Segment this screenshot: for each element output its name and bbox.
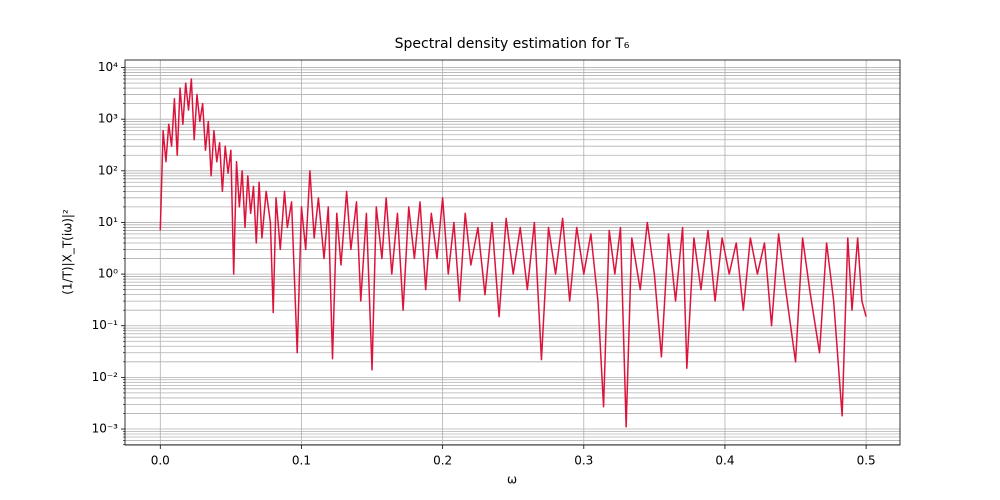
- x-tick-label: 0.0: [151, 454, 170, 468]
- chart-title: Spectral density estimation for T₆: [395, 36, 630, 52]
- series-line: [159, 78, 867, 428]
- y-tick-label: 10⁰: [98, 267, 118, 281]
- y-tick-label: 10⁻³: [92, 422, 119, 436]
- x-tick-label: 0.1: [292, 454, 311, 468]
- x-tick-label: 0.4: [715, 454, 734, 468]
- y-tick-label: 10³: [98, 112, 118, 126]
- x-tick-label: 0.5: [857, 454, 876, 468]
- y-tick-label: 10²: [98, 163, 118, 177]
- x-tick-label: 0.3: [574, 454, 593, 468]
- y-tick-label: 10⁻²: [92, 370, 119, 384]
- y-axis-label: (1/T)|X_T(iω)|²: [61, 209, 75, 295]
- y-tick-label: 10⁻¹: [92, 318, 119, 332]
- axes-frame: [124, 59, 901, 446]
- x-axis-label: ω: [507, 473, 517, 487]
- y-tick-label: 10⁴: [98, 60, 118, 74]
- x-tick-label: 0.2: [433, 454, 452, 468]
- y-tick-label: 10¹: [98, 215, 118, 229]
